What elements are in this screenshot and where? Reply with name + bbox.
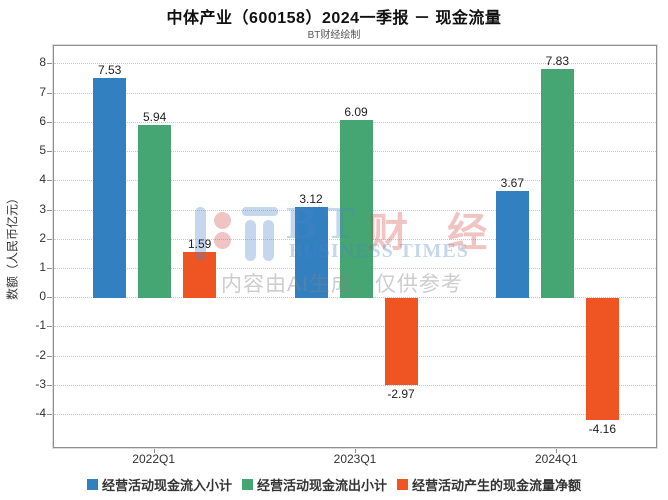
y-tick-mark: [47, 355, 53, 357]
y-tick-mark: [47, 326, 53, 328]
bar-经营活动现金流入小计-2023Q1: [294, 207, 328, 299]
y-tick-mark: [47, 180, 53, 182]
y-tick-label: -2: [35, 347, 46, 362]
y-tick-label: 0: [39, 289, 46, 304]
gridline: [54, 384, 656, 386]
gridline: [54, 92, 656, 94]
gridline: [54, 355, 656, 357]
y-tick-mark: [47, 63, 53, 65]
x-tick-mark: [355, 449, 356, 453]
bar-value-label: 1.59: [187, 236, 212, 251]
y-tick-label: 6: [39, 113, 46, 128]
bar-经营活动现金流入小计-2024Q1: [495, 190, 529, 299]
bar-经营活动现金流入小计-2022Q1: [93, 78, 127, 299]
bar-经营活动产生的现金流量净额-2024Q1: [585, 298, 619, 420]
legend-item[interactable]: 经营活动产生的现金流量净额: [397, 475, 581, 494]
y-tick-label: 3: [39, 201, 46, 216]
legend-label: 经营活动产生的现金流量净额: [412, 478, 582, 493]
chart-title: 中体产业（600158）2024一季报 － 现金流量: [166, 10, 502, 27]
gridline: [54, 414, 656, 416]
y-tick-label: -3: [35, 376, 46, 391]
chart-subtitle: BT财经绘制: [307, 30, 361, 41]
bar-经营活动产生的现金流量净额-2022Q1: [183, 251, 217, 299]
y-tick-label: 1: [39, 259, 46, 274]
legend-swatch-icon: [241, 479, 253, 490]
y-tick-label: 7: [39, 84, 46, 99]
legend-label: 经营活动现金流入小计: [101, 478, 232, 493]
y-tick-mark: [47, 384, 53, 386]
bar-value-label: -2.97: [387, 386, 415, 401]
x-tick-mark: [556, 449, 558, 453]
bar-经营活动现金流出小计-2022Q1: [138, 124, 172, 299]
bar-经营活动现金流出小计-2024Q1: [540, 69, 574, 299]
y-tick-mark: [47, 209, 53, 211]
legend-item[interactable]: 经营活动现金流出小计: [241, 475, 387, 494]
y-tick-label: -4: [35, 406, 46, 421]
bar-value-label: -4.16: [588, 421, 617, 436]
y-tick-mark: [47, 238, 53, 240]
y-tick-label: 5: [39, 143, 46, 158]
y-tick-mark: [47, 151, 53, 153]
y-tick-label: 2: [39, 230, 46, 245]
legend: 经营活动现金流入小计 经营活动现金流出小计 经营活动产生的现金流量净额: [0, 475, 668, 494]
gridline: [54, 326, 656, 328]
legend-label: 经营活动现金流出小计: [256, 478, 387, 493]
bar-经营活动现金流出小计-2023Q1: [339, 120, 373, 299]
x-tick-label-2024Q1: 2024Q1: [534, 452, 578, 466]
legend-item[interactable]: 经营活动现金流入小计: [86, 475, 232, 494]
gridline: [54, 63, 656, 65]
bar-经营活动产生的现金流量净额-2023Q1: [384, 298, 418, 385]
bar-value-label: 7.53: [97, 63, 122, 78]
y-tick-mark: [47, 267, 53, 269]
y-tick-mark: [47, 414, 53, 416]
bar-value-label: 6.09: [344, 105, 368, 120]
y-tick-label: 4: [39, 172, 46, 187]
y-tick-mark: [47, 92, 53, 94]
x-tick-label-2022Q1: 2022Q1: [132, 452, 176, 466]
x-tick-mark: [153, 449, 155, 453]
bar-value-label: 5.94: [142, 109, 167, 124]
bar-value-label: 7.83: [545, 54, 570, 69]
y-tick-label: 8: [39, 55, 46, 70]
y-tick-label: -1: [35, 318, 46, 333]
plot-area: 7.53 3.12 3.67 5.94 6.09 7.83 1.59 -2.97 -4.16: [52, 44, 658, 449]
x-tick-label-2023Q1: 2023Q1: [333, 452, 377, 466]
y-tick-mark: [47, 297, 53, 299]
legend-swatch-icon: [397, 479, 408, 490]
legend-swatch-icon: [86, 479, 98, 490]
y-tick-mark: [47, 121, 53, 123]
bar-value-label: 3.67: [500, 175, 525, 190]
bar-value-label: 3.12: [299, 192, 323, 207]
